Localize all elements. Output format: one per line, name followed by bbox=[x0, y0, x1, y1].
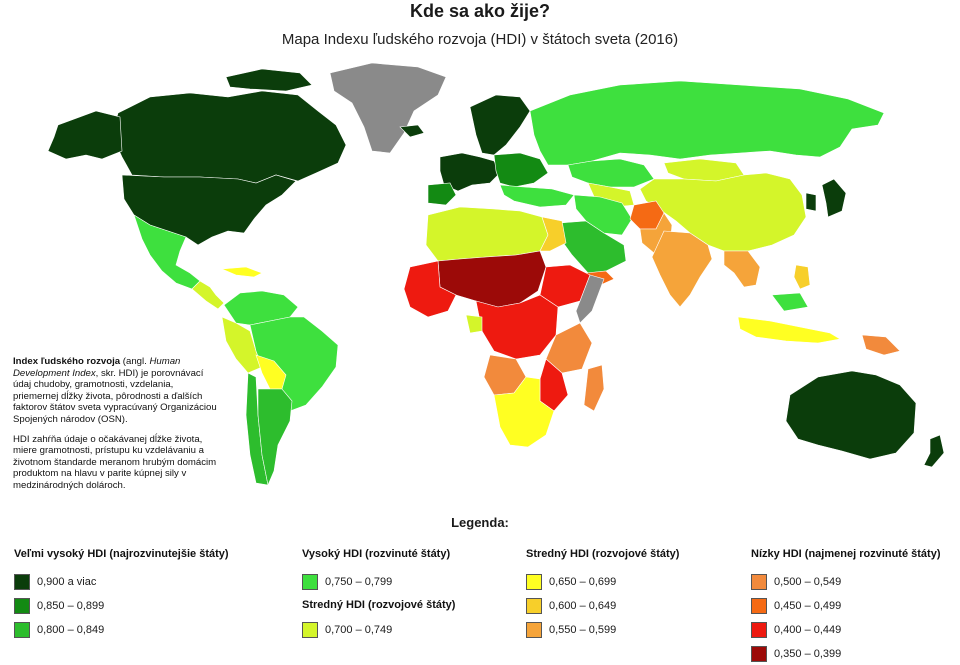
legend-label: 0,600 – 0,649 bbox=[549, 600, 617, 612]
region-iceland bbox=[399, 124, 425, 138]
region-western-europe bbox=[439, 152, 501, 192]
region-new-zealand bbox=[923, 434, 945, 468]
region-kazakhstan bbox=[567, 158, 655, 188]
region-west-africa bbox=[403, 260, 457, 318]
legend-label: 0,650 – 0,699 bbox=[549, 576, 617, 588]
region-mexico bbox=[133, 214, 201, 290]
region-alaska bbox=[47, 110, 123, 160]
legend-label: 0,900 a viac bbox=[37, 576, 97, 588]
region-philippines bbox=[793, 264, 811, 290]
region-russia bbox=[529, 80, 885, 166]
legend-swatch bbox=[751, 598, 767, 614]
region-iberia bbox=[427, 182, 457, 206]
info-term: Index ľudského rozvoja bbox=[13, 356, 121, 367]
legend-swatch bbox=[14, 622, 30, 638]
legend-item: 0,450 – 0,499 bbox=[751, 597, 841, 615]
region-gabon bbox=[465, 314, 483, 334]
legend-swatch bbox=[751, 574, 767, 590]
region-egypt bbox=[539, 216, 567, 252]
info-text-b: , skr. HDI) je porovnávací údaj chudoby,… bbox=[13, 367, 217, 425]
region-papua bbox=[861, 334, 901, 356]
region-iran bbox=[573, 194, 633, 236]
region-indonesia bbox=[737, 316, 841, 344]
region-canada bbox=[111, 90, 347, 184]
legend-item: 0,650 – 0,699 bbox=[526, 573, 616, 591]
region-japan bbox=[821, 178, 847, 218]
legend-heading-high: Vysoký HDI (rozvinuté štáty) bbox=[302, 548, 451, 560]
legend-swatch bbox=[302, 574, 318, 590]
region-arctic-islands bbox=[225, 68, 313, 92]
legend-heading-medium-b: Stredný HDI (rozvojové štáty) bbox=[526, 548, 680, 560]
region-madagascar bbox=[583, 364, 605, 412]
legend-label: 0,550 – 0,599 bbox=[549, 624, 617, 636]
legend-swatch bbox=[14, 598, 30, 614]
region-central-america bbox=[191, 280, 225, 310]
legend-item: 0,750 – 0,799 bbox=[302, 573, 392, 591]
legend-label: 0,850 – 0,899 bbox=[37, 600, 105, 612]
legend-title: Legenda: bbox=[451, 515, 509, 530]
region-malaysia bbox=[771, 292, 809, 312]
legend-item: 0,500 – 0,549 bbox=[751, 573, 841, 591]
legend-swatch bbox=[302, 622, 318, 638]
region-southeast-asia bbox=[723, 250, 761, 288]
legend-heading-low: Nízky HDI (najmenej rozvinuté štáty) bbox=[751, 548, 941, 560]
region-scandinavia bbox=[469, 94, 531, 156]
legend-swatch bbox=[751, 622, 767, 638]
legend-swatch bbox=[14, 574, 30, 590]
region-southern-africa bbox=[493, 376, 555, 448]
legend-item: 0,550 – 0,599 bbox=[526, 621, 616, 639]
info-english-term: Human Development Index bbox=[13, 356, 181, 379]
legend-label: 0,700 – 0,749 bbox=[325, 624, 393, 636]
region-central-africa bbox=[475, 294, 559, 360]
legend-label: 0,750 – 0,799 bbox=[325, 576, 393, 588]
region-turkey bbox=[499, 184, 575, 208]
legend-item: 0,850 – 0,899 bbox=[14, 597, 104, 615]
legend-item: 0,700 – 0,749 bbox=[302, 621, 392, 639]
region-argentina bbox=[257, 388, 293, 487]
legend-item: 0,900 a viac bbox=[14, 573, 96, 591]
region-eastern-europe bbox=[493, 152, 549, 188]
legend-swatch bbox=[751, 646, 767, 662]
legend-label: 0,500 – 0,549 bbox=[774, 576, 842, 588]
legend-heading-medium-a: Stredný HDI (rozvojové štáty) bbox=[302, 599, 456, 611]
legend-heading-very-high: Veľmi vysoký HDI (najrozvinutejšie štáty… bbox=[14, 548, 229, 560]
legend-item: 0,350 – 0,399 bbox=[751, 645, 841, 663]
legend-item: 0,400 – 0,449 bbox=[751, 621, 841, 639]
legend-label: 0,350 – 0,399 bbox=[774, 648, 842, 660]
info-text-a: (angl. bbox=[120, 356, 150, 367]
legend-swatch bbox=[526, 598, 542, 614]
legend-label: 0,800 – 0,849 bbox=[37, 624, 105, 636]
region-australia bbox=[785, 370, 917, 460]
region-korea bbox=[805, 192, 817, 212]
page-title: Kde sa ako žije? bbox=[409, 1, 551, 21]
info-paragraph-2: HDI zahŕňa údaje o očakávanej dĺžke živo… bbox=[13, 433, 217, 491]
page-subtitle: Mapa Indexu ľudského rozvoja (HDI) v štá… bbox=[281, 31, 679, 48]
legend-item: 0,800 – 0,849 bbox=[14, 621, 104, 639]
legend-swatch bbox=[526, 574, 542, 590]
legend-label: 0,400 – 0,449 bbox=[774, 624, 842, 636]
legend-swatch bbox=[526, 622, 542, 638]
region-india bbox=[651, 230, 713, 308]
world-hdi-map bbox=[47, 62, 945, 487]
legend-item: 0,600 – 0,649 bbox=[526, 597, 616, 615]
info-paragraph-1: Index ľudského rozvoja (angl. Human Deve… bbox=[13, 356, 218, 426]
hdi-info-text: Index ľudského rozvoja (angl. Human Deve… bbox=[13, 356, 218, 500]
region-colombia-venezuela bbox=[223, 290, 299, 326]
region-greenland bbox=[329, 62, 447, 154]
region-caribbean bbox=[221, 266, 263, 278]
legend-label: 0,450 – 0,499 bbox=[774, 600, 842, 612]
